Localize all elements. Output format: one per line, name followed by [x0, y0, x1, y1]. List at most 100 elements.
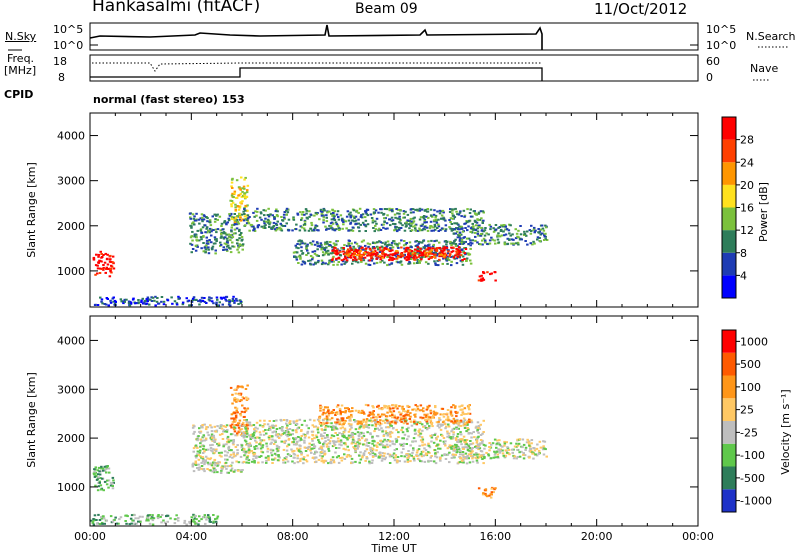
data-cell: [321, 261, 325, 264]
data-cell: [539, 228, 542, 231]
data-cell: [108, 275, 112, 278]
data-cell: [446, 430, 449, 433]
data-cell: [406, 456, 409, 459]
data-cell: [383, 445, 387, 448]
data-cell: [395, 255, 398, 258]
data-cell: [324, 225, 327, 228]
data-cell: [432, 416, 435, 419]
data-cell: [238, 419, 242, 422]
data-cell: [334, 451, 337, 454]
data-cell: [232, 232, 236, 235]
data-cell: [346, 249, 349, 252]
data-cell: [427, 426, 431, 429]
data-cell: [203, 514, 207, 517]
data-cell: [245, 195, 249, 198]
data-cell: [412, 420, 416, 423]
data-cell: [500, 224, 503, 227]
data-cell: [321, 413, 324, 416]
colorbar-segment: [722, 230, 736, 253]
data-cell: [201, 457, 205, 460]
data-cell: [200, 456, 203, 459]
data-cell: [481, 277, 484, 280]
data-cell: [209, 462, 212, 465]
data-cell: [235, 409, 238, 412]
data-cell: [344, 407, 347, 410]
data-cell: [265, 445, 269, 448]
data-cell: [203, 461, 206, 464]
data-cell: [524, 449, 527, 451]
data-cell: [286, 460, 290, 463]
data-cell: [91, 521, 95, 524]
data-cell: [350, 413, 353, 416]
data-cell: [217, 442, 221, 445]
data-cell: [300, 453, 303, 456]
data-cell: [332, 409, 335, 411]
data-cell: [445, 418, 448, 421]
data-cell: [465, 421, 468, 424]
data-cell: [283, 457, 287, 460]
data-cell: [214, 238, 217, 241]
data-cell: [240, 410, 244, 413]
data-cell: [422, 216, 425, 219]
data-cell: [129, 302, 133, 305]
data-cell: [347, 242, 350, 245]
data-cell: [196, 239, 199, 242]
data-cell: [286, 433, 290, 436]
data-cell: [520, 450, 523, 453]
data-cell: [500, 234, 504, 237]
data-cell: [335, 422, 338, 425]
data-cell: [232, 245, 236, 248]
freq-tick-bottom: 8: [58, 71, 65, 84]
data-cell: [322, 219, 325, 222]
data-cell: [323, 437, 327, 439]
data-cell: [444, 440, 447, 443]
data-cell: [350, 415, 353, 418]
data-cell: [99, 470, 103, 473]
data-cell: [160, 300, 163, 303]
data-cell: [437, 264, 440, 267]
data-cell: [359, 215, 363, 218]
data-cell: [452, 404, 455, 407]
data-cell: [542, 440, 545, 443]
data-cell: [406, 409, 410, 412]
data-cell: [462, 435, 466, 438]
data-cell: [263, 214, 266, 217]
data-cell: [323, 459, 327, 462]
data-cell: [426, 427, 429, 429]
data-cell: [438, 417, 441, 420]
data-cell: [396, 407, 399, 410]
data-cell: [391, 442, 395, 445]
data-cell: [235, 407, 239, 410]
data-cell: [537, 231, 540, 234]
data-cell: [331, 246, 334, 249]
data-cell: [429, 434, 432, 437]
data-cell: [450, 406, 453, 409]
data-cell: [423, 219, 426, 222]
data-cell: [436, 444, 439, 447]
data-cell: [217, 451, 221, 454]
data-cell: [349, 436, 353, 438]
data-cell: [327, 408, 330, 411]
data-cell: [400, 263, 404, 266]
data-cell: [268, 226, 271, 228]
data-cell: [365, 419, 369, 422]
data-cell: [321, 246, 324, 249]
data-cell: [242, 210, 245, 213]
data-cell: [226, 451, 229, 454]
data-cell: [419, 432, 422, 435]
data-cell: [108, 471, 111, 474]
data-cell: [426, 254, 429, 257]
data-cell: [397, 436, 400, 438]
data-cell: [285, 222, 288, 225]
data-cell: [357, 222, 360, 225]
data-cell: [467, 406, 470, 409]
data-cell: [271, 431, 274, 434]
data-cell: [434, 214, 438, 217]
data-cell: [359, 245, 362, 248]
data-cell: [335, 251, 338, 254]
data-cell: [529, 232, 533, 235]
data-cell: [197, 300, 200, 303]
data-cell: [316, 242, 319, 245]
data-cell: [267, 429, 270, 431]
data-cell: [545, 455, 548, 458]
